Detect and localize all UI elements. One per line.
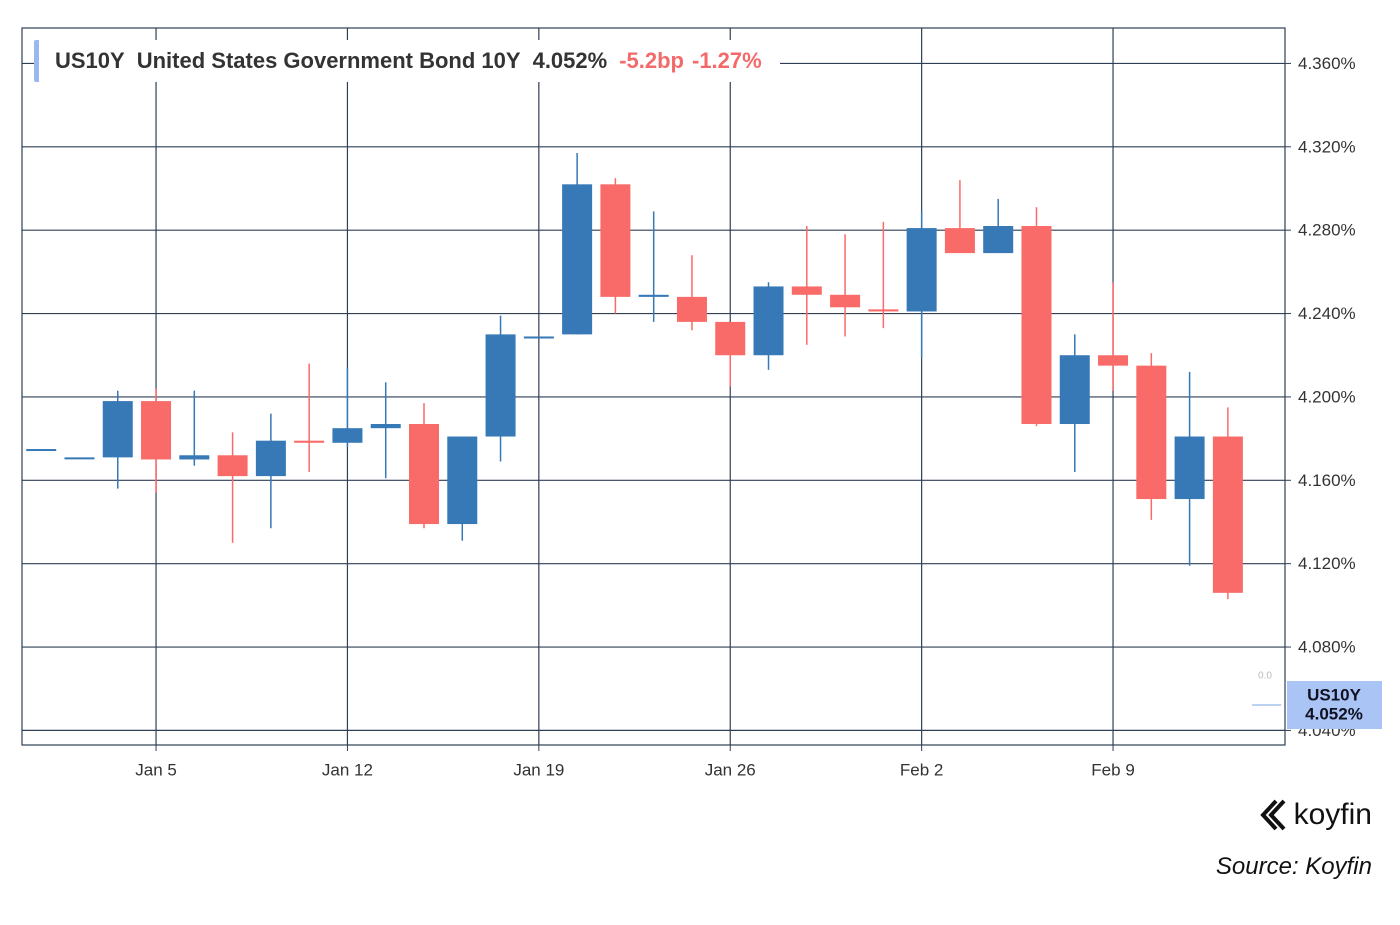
candle-body	[64, 457, 95, 460]
candle-body	[447, 436, 478, 525]
y-tick-label: 4.360%	[1298, 54, 1356, 73]
candle-body	[255, 440, 286, 477]
candle-body	[983, 226, 1014, 254]
x-tick-label: Jan 12	[322, 760, 373, 779]
candle-body	[294, 440, 325, 443]
x-tick-label: Jan 19	[513, 760, 564, 779]
source: Source: Koyfin	[1215, 853, 1372, 880]
candle-body	[1212, 436, 1243, 593]
y-tick-label: 4.280%	[1298, 221, 1356, 240]
change-pct: -1.27%	[692, 48, 762, 73]
brand-logo	[1259, 799, 1286, 831]
candle-body	[26, 449, 57, 452]
x-tick-label: Jan 5	[135, 760, 177, 779]
candle-body	[906, 228, 937, 312]
candle-body	[409, 424, 439, 525]
candle-body	[791, 286, 822, 295]
symbol: US10Y	[55, 48, 125, 73]
candle-body	[715, 321, 746, 356]
y-tick-label: 4.320%	[1298, 137, 1356, 156]
marker-label: 0.0	[1258, 671, 1272, 682]
price-marker-value: 4.052%	[1305, 704, 1363, 723]
price: 4.052%	[532, 48, 608, 73]
instrument-name: United States Government Bond 10Y	[136, 48, 521, 73]
y-tick-label: 4.240%	[1298, 304, 1356, 323]
candle-body	[179, 455, 210, 460]
candle-body	[1136, 365, 1167, 500]
candle-body	[217, 455, 248, 477]
y-tick-label: 4.200%	[1298, 387, 1356, 406]
candle-body	[868, 309, 899, 312]
candle-body	[141, 401, 172, 460]
candle-body	[562, 184, 593, 335]
candle-body	[944, 228, 975, 254]
chart-header: US10Y United States Government Bond 10Y …	[34, 40, 780, 82]
x-tick-label: Feb 2	[900, 760, 943, 779]
plot-frame	[21, 27, 1286, 746]
y-tick-label: 4.120%	[1298, 554, 1356, 573]
candle-body	[332, 428, 363, 443]
brand-name: koyfin	[1293, 798, 1372, 831]
candle-body	[638, 294, 669, 297]
candle-body	[1098, 355, 1129, 366]
brand: koyfin	[1259, 798, 1372, 832]
x-tick-label: Jan 26	[705, 760, 756, 779]
price-marker-symbol: US10Y	[1307, 685, 1362, 704]
candle-body	[753, 286, 784, 356]
candle-body	[102, 401, 133, 458]
candle-body	[485, 334, 516, 437]
x-tick-label: Feb 9	[1091, 760, 1134, 779]
candle-body	[523, 336, 554, 339]
price-marker-box	[1287, 681, 1382, 729]
candle-body	[1021, 226, 1052, 425]
candle-body	[830, 294, 861, 308]
candle-body	[1174, 436, 1205, 500]
candle-body	[1059, 355, 1090, 425]
candle-body	[600, 184, 631, 297]
y-tick-label: 4.080%	[1298, 638, 1356, 657]
candle-body	[370, 424, 401, 429]
candle-body	[676, 296, 707, 322]
change: -5.2bp	[619, 48, 684, 73]
y-tick-label: 4.160%	[1298, 471, 1356, 490]
